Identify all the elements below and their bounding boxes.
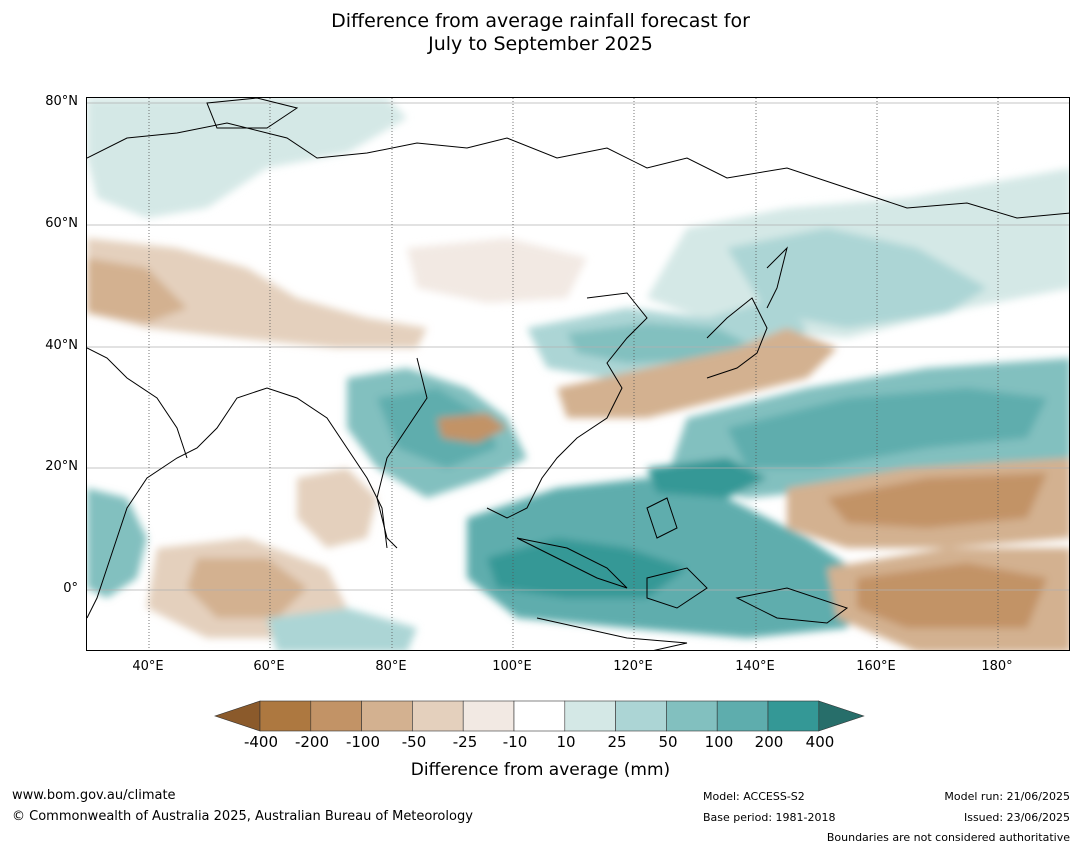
legend-tick-label: 25 bbox=[607, 733, 627, 751]
legend-swatch bbox=[615, 700, 667, 732]
latitude-gridlines bbox=[87, 102, 1069, 591]
legend-swatch bbox=[767, 700, 820, 732]
anomaly-wet-maritime-continent-core bbox=[487, 538, 687, 598]
map-title-line-1: Difference from average rainfall forecas… bbox=[331, 10, 750, 32]
anomaly-wet-india-core bbox=[377, 388, 497, 468]
anomaly-wet-east-asia-core bbox=[567, 323, 747, 363]
lon-label-160e: 160°E bbox=[856, 659, 896, 674]
anomaly-dry-south-pacific-core bbox=[857, 563, 1047, 628]
legend-tick-label: 400 bbox=[805, 733, 835, 751]
lon-label-120e: 120°E bbox=[613, 659, 653, 674]
footer-model-run: Model run: 21/06/2025 bbox=[944, 790, 1070, 803]
footer-issued: Issued: 23/06/2025 bbox=[963, 811, 1070, 824]
legend-tick-label: 200 bbox=[754, 733, 784, 751]
anomaly-wet-east-africa bbox=[87, 488, 147, 598]
legend-swatch bbox=[462, 700, 515, 732]
anomaly-dry-central-asia-core bbox=[87, 258, 187, 323]
lon-label-40e: 40°E bbox=[132, 659, 164, 674]
longitude-gridlines bbox=[148, 98, 999, 650]
legend-tick-label: 10 bbox=[556, 733, 576, 751]
legend-title: Difference from average (mm) bbox=[410, 760, 671, 780]
lon-label-60e: 60°E bbox=[253, 659, 285, 674]
anomaly-dry-tropical-pacific-core bbox=[827, 473, 1047, 528]
legend-extend-low bbox=[214, 700, 261, 732]
legend-swatch bbox=[513, 700, 566, 732]
anomaly-dry-indian-ocean-core bbox=[187, 558, 307, 618]
anomaly-dry-japan bbox=[557, 328, 837, 418]
legend-tick-label: -50 bbox=[401, 733, 427, 751]
legend-tick-label: -100 bbox=[345, 733, 381, 751]
legend-swatch bbox=[716, 700, 769, 732]
legend-extend-high bbox=[818, 700, 865, 732]
legend-tick-label: -25 bbox=[452, 733, 478, 751]
anomaly-wet-north-pacific-core bbox=[727, 388, 1047, 468]
anomaly-dry-central-asia bbox=[87, 238, 427, 348]
footer-copyright: © Commonwealth of Australia 2025, Austra… bbox=[12, 809, 473, 824]
legend-swatch bbox=[412, 700, 464, 732]
anomaly-wet-arctic bbox=[87, 98, 407, 218]
lat-label-60n: 60°N bbox=[45, 216, 78, 231]
lat-label-0: 0° bbox=[63, 581, 78, 596]
map-svg bbox=[87, 98, 1069, 650]
legend-tick-label: 50 bbox=[658, 733, 678, 751]
rainfall-anomaly-map bbox=[86, 97, 1070, 651]
footer-website: www.bom.gov.au/climate bbox=[12, 788, 176, 803]
legend-tick-label: -10 bbox=[502, 733, 528, 751]
lat-label-80n: 80°N bbox=[45, 94, 78, 109]
legend-tick-label: -200 bbox=[294, 733, 330, 751]
coastlines bbox=[87, 98, 1069, 650]
anomaly-wet-southern-indian-ocean bbox=[267, 608, 417, 650]
legend-swatch bbox=[259, 700, 312, 732]
legend-swatch bbox=[564, 700, 616, 732]
lon-label-180: 180° bbox=[981, 659, 1013, 674]
anomaly-dry-himalaya bbox=[437, 413, 507, 443]
anomaly-dry-arabian-sea bbox=[297, 468, 377, 548]
footer-model: Model: ACCESS-S2 bbox=[703, 790, 805, 803]
legend-swatch bbox=[310, 700, 362, 732]
legend-swatch bbox=[361, 700, 413, 732]
map-title-line-2: July to September 2025 bbox=[428, 33, 653, 55]
anomaly-dry-mongolia bbox=[407, 238, 587, 303]
legend-colorbar bbox=[214, 700, 865, 732]
lat-label-40n: 40°N bbox=[45, 338, 78, 353]
anomaly-wet-northeast-core bbox=[727, 228, 987, 328]
footer-base-period: Base period: 1981-2018 bbox=[703, 811, 836, 824]
lon-label-140e: 140°E bbox=[735, 659, 775, 674]
legend-swatch bbox=[666, 700, 718, 732]
legend-tick-label: -400 bbox=[243, 733, 279, 751]
legend-tick-label: 100 bbox=[704, 733, 734, 751]
footer-boundaries-note: Boundaries are not considered authoritat… bbox=[826, 831, 1070, 844]
lon-label-100e: 100°E bbox=[492, 659, 532, 674]
lat-label-20n: 20°N bbox=[45, 459, 78, 474]
lon-label-80e: 80°E bbox=[375, 659, 407, 674]
